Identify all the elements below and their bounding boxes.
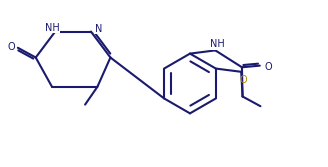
Text: NH: NH bbox=[45, 23, 59, 33]
Text: O: O bbox=[7, 42, 15, 52]
Text: NH: NH bbox=[210, 39, 224, 49]
Text: N: N bbox=[95, 24, 102, 34]
Text: O: O bbox=[265, 62, 272, 72]
Text: O: O bbox=[239, 75, 247, 85]
